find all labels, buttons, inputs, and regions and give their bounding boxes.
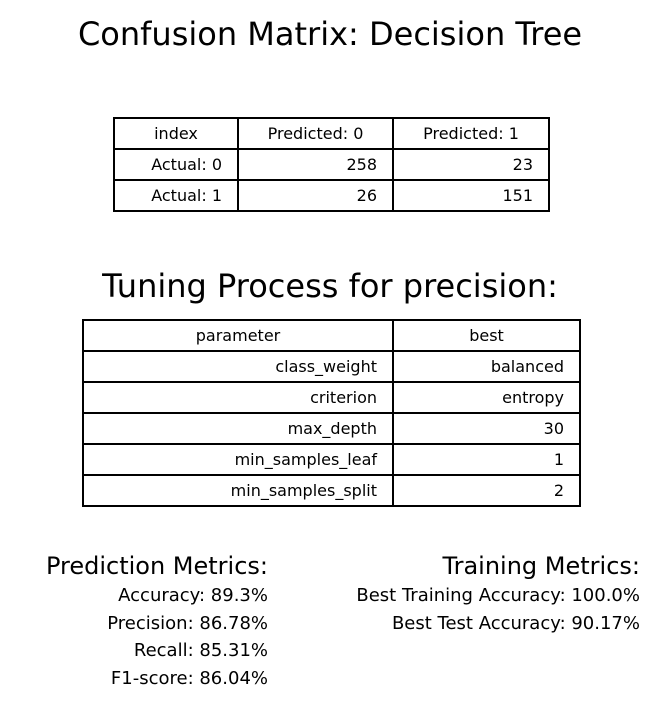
training-metrics-block: Training Metrics: Best Training Accuracy… xyxy=(356,550,640,637)
confusion-cell: 151 xyxy=(392,179,550,212)
precision-metric: Precision: 86.78% xyxy=(107,612,268,634)
parameter-best-value: 2 xyxy=(392,474,581,507)
tuning-header-row: parameter best xyxy=(82,319,581,352)
parameter-best-value: balanced xyxy=(392,350,581,383)
parameter-name: max_depth xyxy=(82,412,394,445)
parameter-best-value: entropy xyxy=(392,381,581,414)
tuning-row: class_weight balanced xyxy=(82,350,581,383)
confusion-cell: 23 xyxy=(392,148,550,181)
tuning-process-title: Tuning Process for precision: xyxy=(102,267,558,305)
prediction-metrics-block: Prediction Metrics: Accuracy: 89.3% Prec… xyxy=(46,550,268,692)
tuning-row: min_samples_leaf 1 xyxy=(82,443,581,476)
training-metrics-heading: Training Metrics: xyxy=(442,552,640,580)
parameter-name: min_samples_split xyxy=(82,474,394,507)
parameter-name: criterion xyxy=(82,381,394,414)
confusion-row: Actual: 0 258 23 xyxy=(113,148,550,181)
confusion-cell: 26 xyxy=(237,179,394,212)
confusion-row-label: Actual: 0 xyxy=(113,148,239,181)
f1-score-metric: F1-score: 86.04% xyxy=(110,667,268,689)
confusion-matrix-title: Confusion Matrix: Decision Tree xyxy=(77,15,583,53)
tuning-row: min_samples_split 2 xyxy=(82,474,581,507)
confusion-header-cell: index xyxy=(113,117,239,150)
tuning-header-cell: best xyxy=(392,319,581,352)
prediction-metrics-heading: Prediction Metrics: xyxy=(45,552,268,580)
parameter-best-value: 30 xyxy=(392,412,581,445)
confusion-matrix-table: index Predicted: 0 Predicted: 1 Actual: … xyxy=(113,117,550,212)
tuning-process-table: parameter best class_weight balanced cri… xyxy=(82,319,581,507)
accuracy-metric: Accuracy: 89.3% xyxy=(118,585,268,606)
recall-metric: Recall: 85.31% xyxy=(133,640,268,661)
best-training-accuracy-metric: Best Training Accuracy: 100.0% xyxy=(356,585,640,606)
parameter-name: class_weight xyxy=(82,350,394,383)
tuning-row: max_depth 30 xyxy=(82,412,581,445)
tuning-header-cell: parameter xyxy=(82,319,394,352)
confusion-header-row: index Predicted: 0 Predicted: 1 xyxy=(113,117,550,150)
confusion-row: Actual: 1 26 151 xyxy=(113,179,550,212)
parameter-best-value: 1 xyxy=(392,443,581,476)
tuning-row: criterion entropy xyxy=(82,381,581,414)
best-test-accuracy-metric: Best Test Accuracy: 90.17% xyxy=(391,612,640,634)
confusion-row-label: Actual: 1 xyxy=(113,179,239,212)
confusion-header-cell: Predicted: 1 xyxy=(392,117,550,150)
parameter-name: min_samples_leaf xyxy=(82,443,394,476)
confusion-cell: 258 xyxy=(237,148,394,181)
confusion-header-cell: Predicted: 0 xyxy=(237,117,394,150)
